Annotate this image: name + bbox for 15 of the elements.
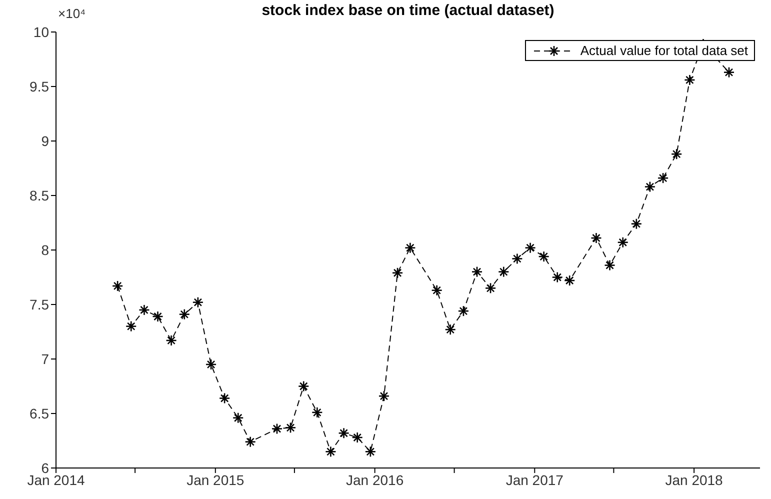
x-tick-label: Jan 2016 bbox=[346, 472, 404, 488]
x-tick-label: Jan 2015 bbox=[186, 472, 244, 488]
y-tick-label: 7.5 bbox=[30, 296, 50, 312]
y-tick-label: 6.5 bbox=[30, 405, 50, 422]
y-tick-label: 10 bbox=[33, 24, 50, 40]
x-tick-label: Jan 2018 bbox=[665, 472, 724, 488]
x-tick-label: Jan 2017 bbox=[506, 472, 564, 488]
chart-title: stock index base on time (actual dataset) bbox=[262, 2, 554, 19]
y-tick-label: 9 bbox=[41, 132, 50, 149]
y-tick-label: 8 bbox=[41, 242, 50, 258]
y-tick-label: 9.5 bbox=[30, 78, 50, 94]
y-tick-label: 7 bbox=[41, 350, 50, 367]
text: ×10⁴ bbox=[58, 6, 86, 21]
y-tick-label: 8.5 bbox=[30, 187, 50, 204]
legend-label: Actual value for total data set bbox=[580, 43, 748, 58]
